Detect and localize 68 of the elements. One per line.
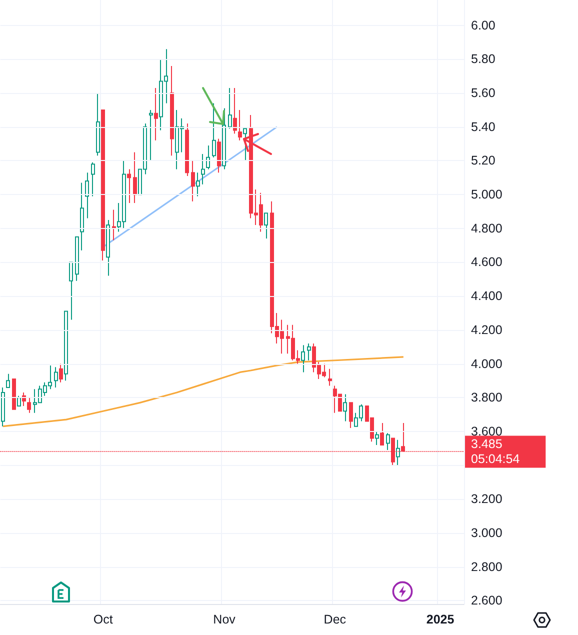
candlestick <box>22 392 26 407</box>
candlestick <box>386 432 390 451</box>
candlestick <box>301 344 305 373</box>
candlestick <box>307 342 311 361</box>
y-tick-label: 2.600 <box>471 594 502 608</box>
y-tick-label: 5.80 <box>471 52 496 66</box>
candlestick <box>106 219 110 276</box>
candlestick <box>149 109 153 162</box>
ref-line-label: 3.485 <box>471 437 502 452</box>
line-series <box>2 356 404 428</box>
candlestick <box>96 92 100 156</box>
candlestick <box>154 87 158 141</box>
text: 05:04:54 <box>471 452 520 466</box>
candlestick <box>185 123 189 176</box>
x-tick-label: Dec <box>324 612 346 626</box>
candlestick <box>75 236 79 282</box>
candlestick <box>233 87 237 134</box>
y-tick-label: 5.40 <box>471 120 496 134</box>
candlestick <box>17 395 21 407</box>
y-tick-label: 3.000 <box>471 526 502 540</box>
y-tick-label: 3.800 <box>471 390 502 405</box>
y-tick-label: 4.600 <box>471 255 502 270</box>
candlestick <box>328 368 332 386</box>
y-tick-label: 4.800 <box>471 221 502 236</box>
candlestick <box>217 138 221 174</box>
x-tick-label: 2025 <box>426 612 454 626</box>
candlestick <box>12 378 16 410</box>
y-tick-label: 5.60 <box>471 86 496 100</box>
candlestick <box>349 402 353 429</box>
y-tick-label: 5.000 <box>471 188 502 202</box>
y-tick-label: 3.600 <box>471 424 502 438</box>
candlestick <box>238 109 242 141</box>
y-tick-label: 3.200 <box>471 492 502 506</box>
candlestick <box>212 102 216 158</box>
candlestick <box>127 168 131 204</box>
candlestick <box>191 160 195 202</box>
candlestick <box>201 153 205 185</box>
candlestick <box>222 108 226 170</box>
y-tick-label: 4.400 <box>471 289 502 304</box>
candlestick <box>343 394 347 422</box>
candlestick <box>54 366 58 388</box>
candlestick <box>396 439 400 466</box>
candlestick <box>375 430 379 446</box>
candlestick <box>228 87 232 130</box>
candlestick <box>91 162 95 197</box>
candlestick <box>101 109 105 262</box>
candlestick <box>133 152 137 204</box>
y-tick-label: 2.800 <box>471 560 502 574</box>
candlestick <box>59 363 63 383</box>
y-tick-label: 4.200 <box>471 322 502 337</box>
candlestick <box>112 209 116 241</box>
y-tick-label: 6.00 <box>471 18 496 32</box>
candlestick <box>206 145 210 170</box>
y-tick-label: 4.000 <box>471 356 502 371</box>
candlestick <box>6 373 10 388</box>
candlestick <box>27 397 31 414</box>
candlestick <box>64 310 68 382</box>
candlestick <box>380 422 384 446</box>
candlestick <box>85 172 89 219</box>
candlestick <box>196 172 200 197</box>
x-tick-label: Oct <box>93 612 114 626</box>
candlestick <box>80 182 84 251</box>
candlestick <box>69 262 73 320</box>
y-tick-label: 5.20 <box>471 154 496 168</box>
candlestick <box>170 65 174 156</box>
candlestick <box>1 386 5 427</box>
x-tick-label: Nov <box>213 612 236 626</box>
candlestick <box>264 212 268 240</box>
